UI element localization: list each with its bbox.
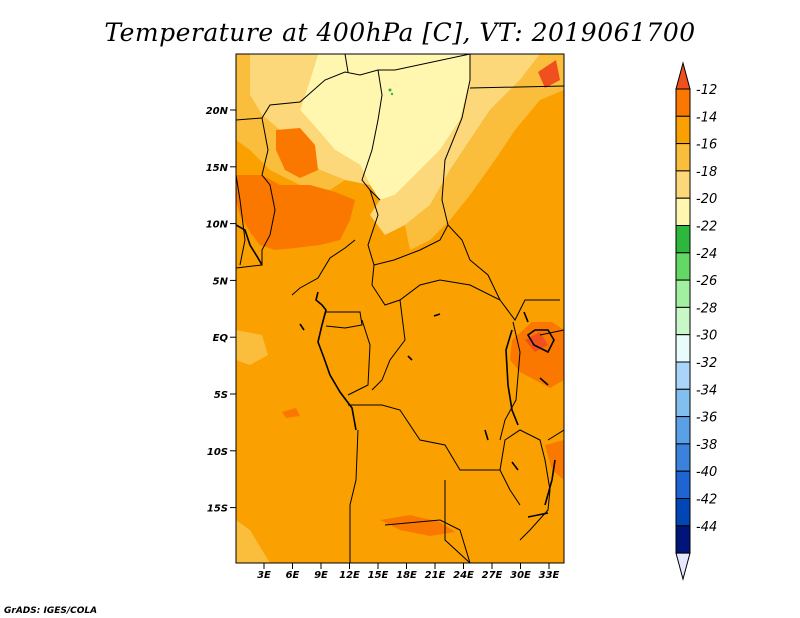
field-green-speck [390, 92, 394, 96]
map-frame [235, 53, 565, 564]
colorbar-bottom-arrow [675, 552, 691, 582]
latitude-axis: 20N 15N 10N 5N EQ 5S 10S 15S [206, 106, 236, 515]
lon-tick-label: 33E [539, 570, 560, 581]
field-warm-red-lakes [525, 332, 548, 352]
colorbar-label: -14 [696, 110, 717, 125]
lat-tick-label: 5N [213, 276, 229, 287]
field-pale-yellow [300, 54, 470, 200]
colorbar-swatch [675, 252, 691, 281]
colorbar-label: -36 [696, 411, 717, 426]
colorbar-swatch [675, 225, 691, 254]
colorbar-label: -16 [696, 138, 717, 153]
colorbar-label: -38 [696, 438, 717, 453]
field-warm-west-africa [236, 175, 355, 250]
colorbar-label: -18 [696, 165, 717, 180]
credit-text: GrADS: IGES/COLA [4, 606, 97, 616]
colorbar-swatch [675, 143, 691, 172]
colorbar-swatch [675, 88, 691, 117]
colorbar-label: -26 [696, 274, 717, 289]
colorbar-label: -24 [696, 247, 717, 262]
colorbar-swatch [675, 306, 691, 336]
colorbar-label: -42 [696, 493, 717, 508]
lon-tick-label: 6E [286, 570, 300, 581]
lat-tick-label: 10N [206, 220, 229, 231]
longitude-axis: 3E 6E 9E 12E 15E 18E 21E 24E 27E 30E 33E [257, 563, 560, 581]
lat-tick-label: 15N [206, 163, 229, 174]
colorbar-label: -28 [696, 301, 717, 316]
colorbar-swatch [675, 361, 691, 390]
coastlines [236, 224, 556, 518]
lon-tick-label: 12E [339, 570, 360, 581]
lon-tick-label: 24E [453, 570, 474, 581]
field-mid-orange-west [236, 54, 345, 190]
colorbar-swatch [675, 334, 691, 363]
lon-tick-label: 3E [257, 570, 271, 581]
colorbar-label: -22 [696, 220, 717, 235]
lon-tick-label: 21E [425, 570, 446, 581]
map-title: Temperature at 400hPa [C], VT: 201906170… [104, 18, 695, 47]
field-mid-orange-gulf [236, 330, 268, 365]
country-borders [236, 54, 564, 563]
field-green-speck [388, 88, 392, 92]
lon-tick-label: 30E [510, 570, 531, 581]
lat-tick-label: 20N [206, 106, 229, 117]
field-light-yellow [370, 54, 540, 235]
colorbar-label: -30 [696, 329, 717, 344]
colorbar-swatch [675, 115, 691, 145]
lat-tick-label: 5S [214, 390, 228, 401]
lon-tick-label: 18E [396, 570, 417, 581]
colorbar-swatch [675, 525, 691, 554]
colorbar-swatch [675, 197, 691, 226]
colorbar-label: -44 [696, 520, 717, 535]
field-warm-spot [282, 408, 300, 418]
colorbar-swatch [675, 279, 691, 308]
colorbar-label: -40 [696, 465, 717, 480]
colorbar-label: -34 [696, 383, 717, 398]
lon-tick-label: 27E [482, 570, 503, 581]
colorbar-swatch [675, 498, 691, 527]
field-warm-south [380, 515, 455, 536]
lat-tick-label: 10S [207, 447, 228, 458]
colorbar-swatch [675, 170, 691, 199]
lon-tick-label: 15E [368, 570, 389, 581]
field-warm-sahel [276, 128, 318, 178]
field-warm-lakes [510, 322, 564, 388]
colorbar-swatch [675, 388, 691, 418]
field-warm-red-sudan [538, 60, 560, 88]
field-mid-orange-ne [405, 54, 564, 250]
temperature-map [236, 54, 564, 563]
lat-tick-label: EQ [213, 333, 229, 344]
colorbar-swatch [675, 443, 691, 472]
colorbar-label: -20 [696, 192, 717, 207]
colorbar-top-arrow [675, 61, 691, 90]
field-mid-orange-sw [236, 520, 270, 563]
colorbar-label: -32 [696, 356, 717, 371]
field-light-yellow-west [250, 54, 370, 185]
colorbar-swatch [675, 470, 691, 500]
lat-tick-label: 15S [207, 504, 228, 515]
colorbar: -12 -14 -16 -18 -20 -22 -24 -26 -28 -30 -32 -34 -36 -… [675, 61, 717, 582]
lon-tick-label: 9E [314, 570, 328, 581]
colorbar-swatch [675, 416, 691, 445]
colorbar-label: -12 [696, 83, 717, 98]
